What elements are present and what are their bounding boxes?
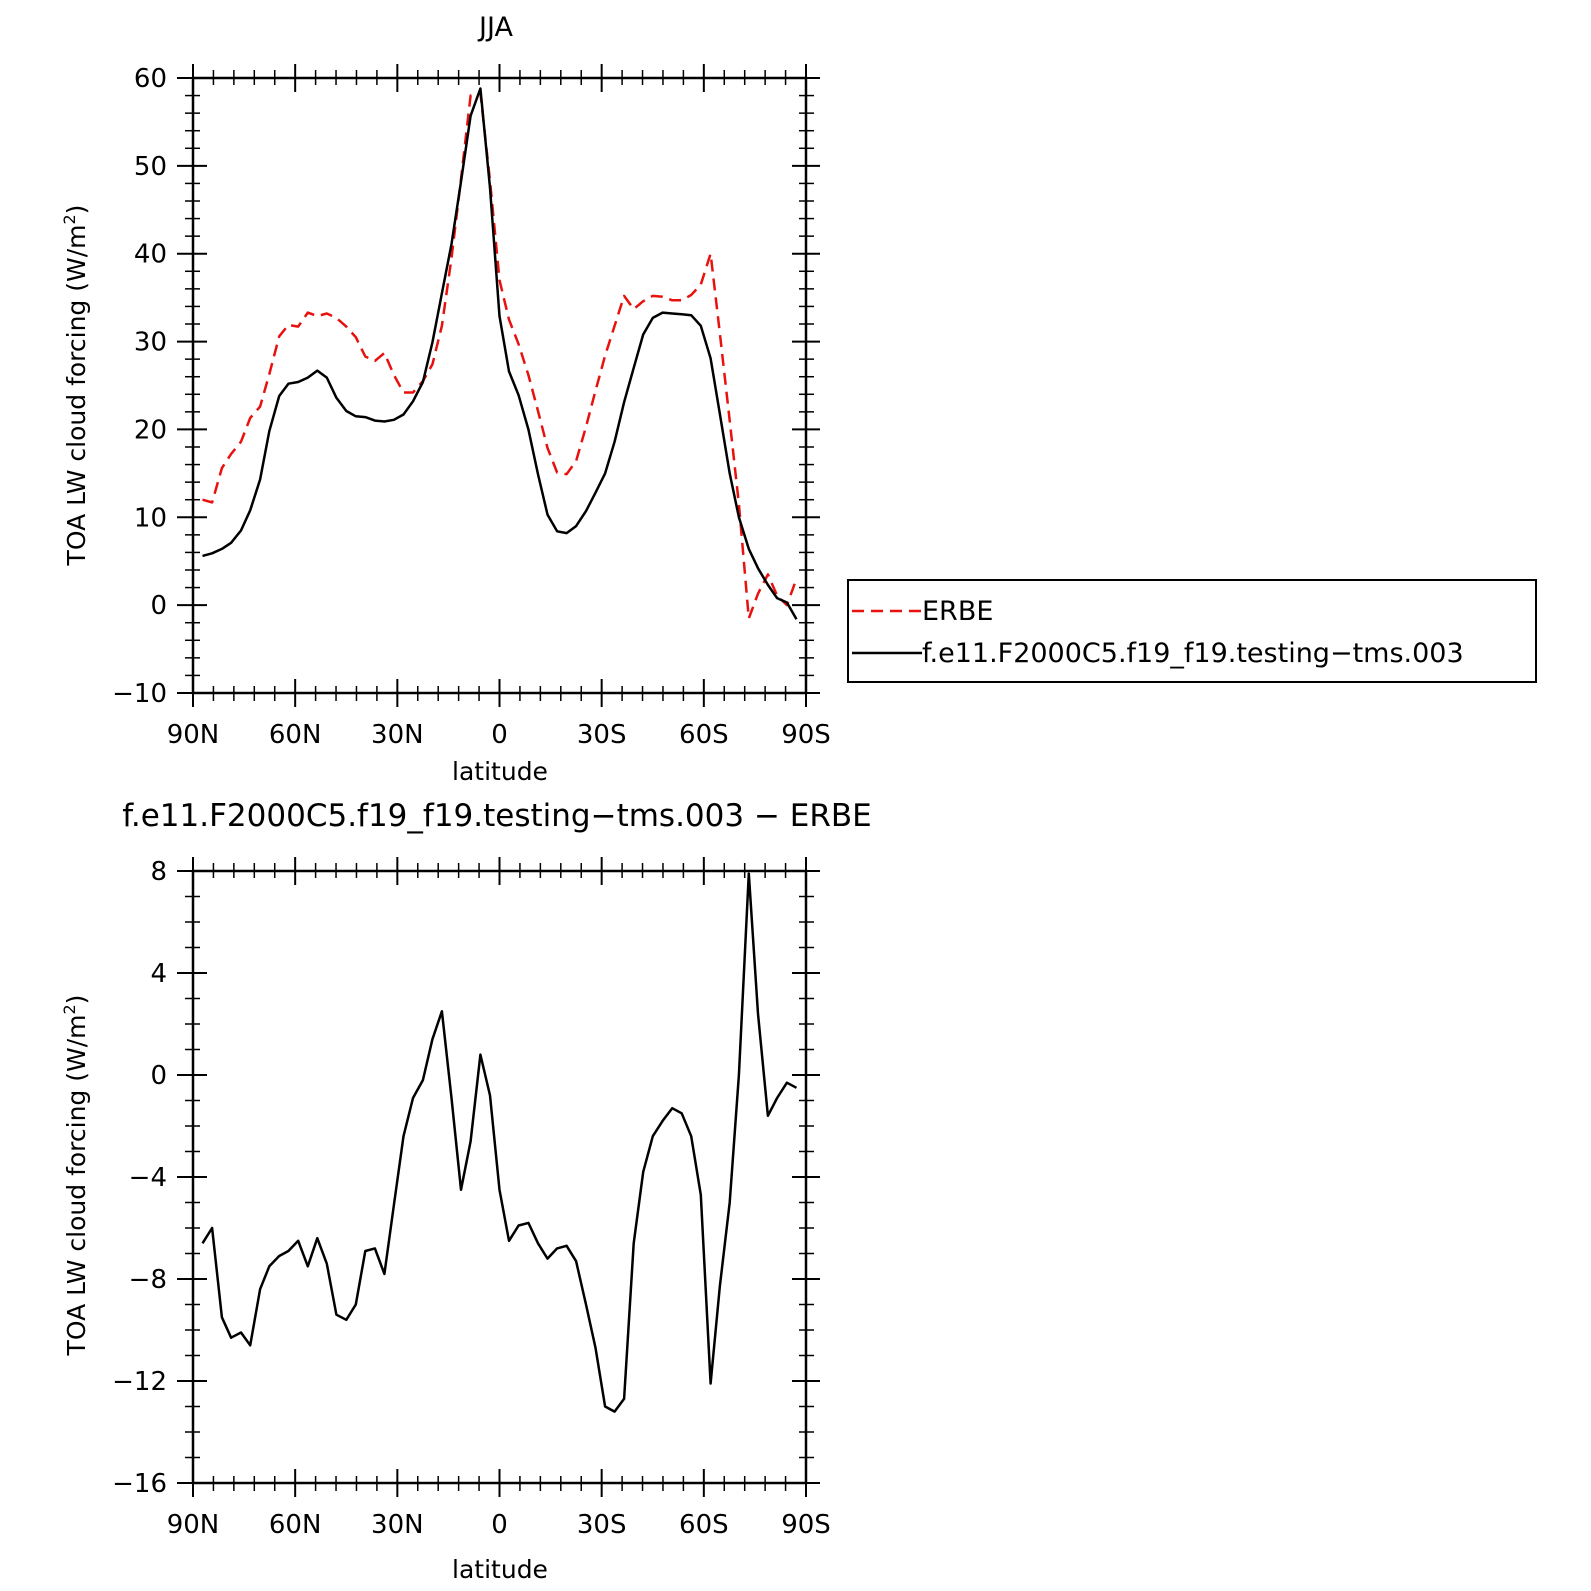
top-chart-series-group — [202, 87, 798, 620]
top-chart-y-axis: −10 0 10 20 30 40 50 60 — [112, 64, 820, 709]
bottom-chart-y-tick-label: −16 — [112, 1469, 167, 1499]
bottom-chart-x-tick-label: 60N — [269, 1510, 322, 1540]
top-chart-series-line-1 — [202, 87, 798, 620]
top-chart-x-tick-label: 30S — [577, 720, 627, 750]
top-chart-y-axis-label: TOA LW cloud forcing (W/m2) — [60, 205, 91, 567]
bottom-chart-series-group — [201, 872, 798, 1413]
bottom-chart-x-tick-label: 60S — [679, 1510, 729, 1540]
top-chart-x-tick-label: 90N — [167, 720, 220, 750]
legend-label-model: f.e11.F2000C5.f19_f19.testing−tms.003 — [922, 638, 1464, 669]
top-chart-y-tick-label: −10 — [112, 679, 167, 709]
top-chart-x-tick-label: 60N — [269, 720, 322, 750]
top-chart-x-tick-label: 0 — [491, 720, 508, 750]
legend-box — [847, 579, 1537, 683]
top-chart-title: JJA — [477, 12, 513, 43]
top-chart-y-tick-label: 40 — [134, 240, 167, 270]
bottom-chart-y-axis-label: TOA LW cloud forcing (W/m2) — [60, 995, 91, 1357]
top-chart-y-axis-label-sup: 2 — [60, 214, 79, 224]
top-chart-x-tick-label: 30N — [371, 720, 424, 750]
top-chart-y-tick-label: 50 — [134, 152, 167, 182]
bottom-chart-x-axis: 90N 60N 30N 0 30S 60S 90S — [167, 857, 831, 1540]
bottom-chart-title: f.e11.F2000C5.f19_f19.testing−tms.003 − … — [122, 798, 872, 834]
legend: ERBE f.e11.F2000C5.f19_f19.testing−tms.0… — [847, 579, 1537, 683]
bottom-chart-x-tick-label: 30S — [577, 1510, 627, 1540]
top-chart-y-tick-label: 60 — [134, 64, 167, 94]
top-chart-series-line-0 — [202, 91, 798, 620]
bottom-chart-y-tick-label: −4 — [129, 1163, 167, 1193]
top-chart-y-tick-label: 20 — [134, 415, 167, 445]
top-chart-y-axis-label-end: ) — [62, 205, 91, 215]
top-chart-panel: JJA −10 0 10 20 30 40 50 60 90N 60N 30N 0 30S 60S 90S… — [60, 12, 831, 786]
bottom-chart-y-axis-label-main: TOA LW cloud forcing (W/m — [62, 1015, 91, 1357]
bottom-chart-y-tick-label: −12 — [112, 1367, 167, 1397]
bottom-chart-x-axis-label: latitude — [452, 1555, 548, 1584]
bottom-chart-plot-frame — [191, 869, 808, 1485]
top-chart-y-tick-label: 10 — [134, 503, 167, 533]
top-chart-x-tick-label: 90S — [781, 720, 831, 750]
top-chart-x-axis-label: latitude — [452, 757, 548, 786]
bottom-chart-y-axis-label-sup: 2 — [60, 1004, 79, 1014]
top-chart-x-axis: 90N 60N 30N 0 30S 60S 90S — [167, 64, 831, 750]
top-chart-y-tick-label: 30 — [134, 328, 167, 358]
bottom-chart-y-axis-label-end: ) — [62, 995, 91, 1005]
bottom-chart-x-tick-label: 90S — [781, 1510, 831, 1540]
top-chart-y-tick-label: 0 — [150, 591, 167, 621]
bottom-chart-x-tick-label: 30N — [371, 1510, 424, 1540]
bottom-chart-y-tick-label: 0 — [150, 1061, 167, 1091]
bottom-chart-y-tick-label: 8 — [150, 857, 167, 887]
legend-label-erbe: ERBE — [922, 596, 993, 627]
bottom-chart-panel: f.e11.F2000C5.f19_f19.testing−tms.003 − … — [60, 798, 872, 1584]
top-chart-x-tick-label: 60S — [679, 720, 729, 750]
bottom-chart-x-tick-label: 0 — [491, 1510, 508, 1540]
bottom-chart-series-line-0 — [201, 872, 798, 1413]
bottom-chart-x-tick-label: 90N — [167, 1510, 220, 1540]
bottom-chart-y-tick-label: 4 — [150, 959, 167, 989]
bottom-chart-y-tick-label: −8 — [129, 1265, 167, 1295]
bottom-chart-y-axis: −16 −12 −8 −4 0 4 8 — [112, 857, 820, 1499]
top-chart-y-axis-label-main: TOA LW cloud forcing (W/m — [62, 225, 91, 567]
